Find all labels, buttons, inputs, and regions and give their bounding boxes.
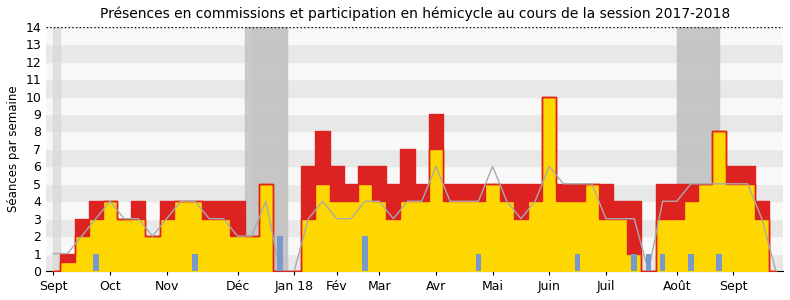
Bar	[677, 27, 719, 271]
Bar	[252, 27, 287, 271]
Bar	[631, 254, 637, 271]
Bar	[688, 254, 694, 271]
Bar	[47, 201, 783, 219]
Bar	[47, 27, 783, 44]
Bar	[47, 236, 783, 254]
Bar	[47, 97, 783, 114]
Bar	[47, 79, 783, 97]
Bar	[47, 149, 783, 166]
Bar	[93, 254, 99, 271]
Bar	[47, 44, 783, 62]
Bar	[47, 219, 783, 236]
Title: Présences en commissions et participation en hémicycle au cours de la session 20: Présences en commissions et participatio…	[100, 7, 730, 21]
Bar	[47, 9, 783, 27]
Y-axis label: Séances par semaine: Séances par semaine	[7, 85, 20, 212]
Bar	[476, 254, 481, 271]
Bar	[192, 254, 198, 271]
Bar	[47, 62, 783, 79]
Bar	[660, 254, 665, 271]
Bar	[645, 254, 651, 271]
Bar	[47, 184, 783, 201]
Bar	[245, 27, 287, 271]
Bar	[575, 254, 581, 271]
Bar	[363, 236, 368, 271]
Bar	[277, 236, 283, 271]
Bar	[717, 254, 722, 271]
Bar	[677, 27, 719, 271]
Bar	[47, 131, 783, 149]
Bar	[47, 254, 783, 271]
Bar	[47, 166, 783, 184]
Bar	[47, 114, 783, 131]
Bar	[53, 27, 60, 271]
